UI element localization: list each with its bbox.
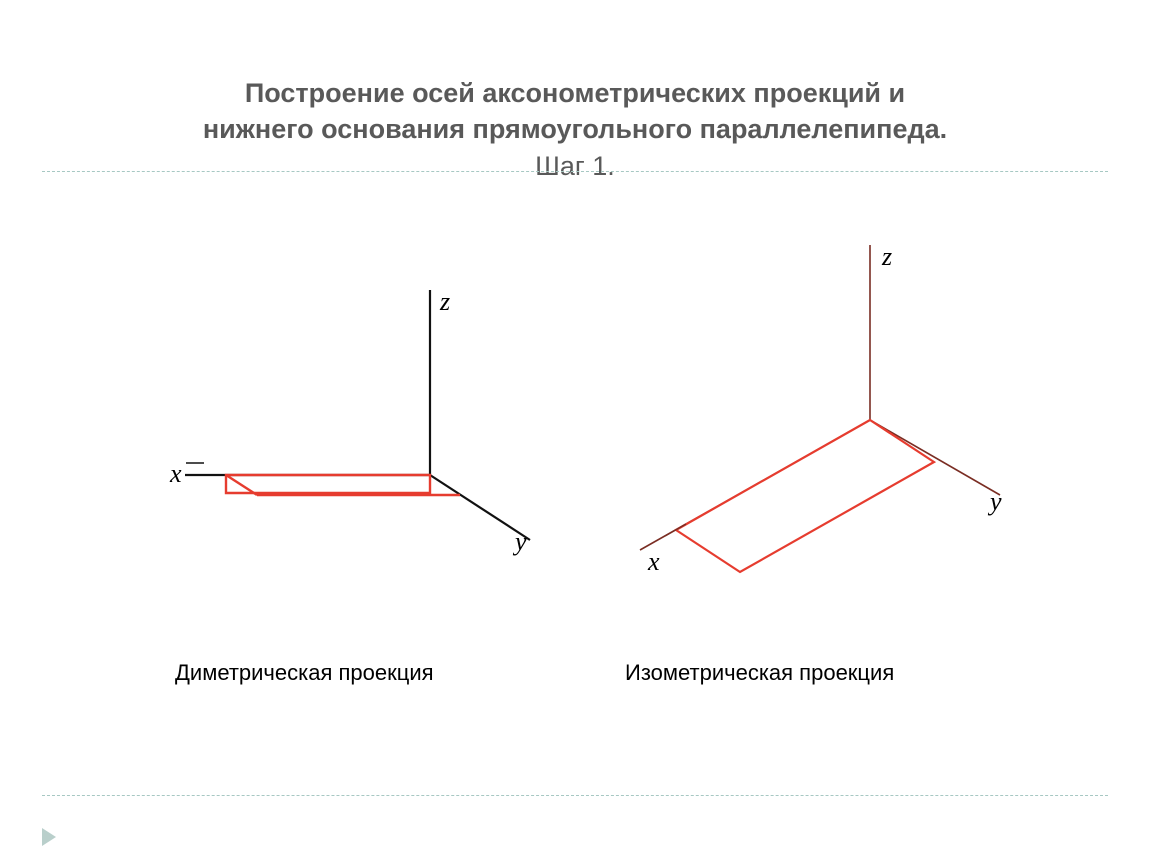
- slide-title: Построение осей аксонометрических проекц…: [0, 75, 1150, 184]
- dimetric-diagram: z x y: [130, 250, 550, 610]
- title-step: Шаг 1.: [0, 148, 1150, 184]
- divider-bottom: [42, 795, 1108, 796]
- isometric-diagram: z x y: [600, 230, 1030, 610]
- title-line-2: нижнего основания прямоугольного паралле…: [0, 111, 1150, 147]
- divider-top: [42, 171, 1108, 172]
- next-marker-icon: [42, 828, 56, 846]
- title-line-1: Построение осей аксонометрических проекц…: [0, 75, 1150, 111]
- svg-text:y: y: [512, 527, 527, 556]
- svg-text:y: y: [987, 487, 1002, 516]
- dimetric-caption: Диметрическая проекция: [175, 660, 434, 686]
- svg-text:x: x: [647, 547, 660, 576]
- svg-text:z: z: [439, 287, 450, 316]
- svg-text:z: z: [881, 242, 892, 271]
- isometric-caption: Изометрическая проекция: [625, 660, 894, 686]
- svg-text:x: x: [169, 459, 182, 488]
